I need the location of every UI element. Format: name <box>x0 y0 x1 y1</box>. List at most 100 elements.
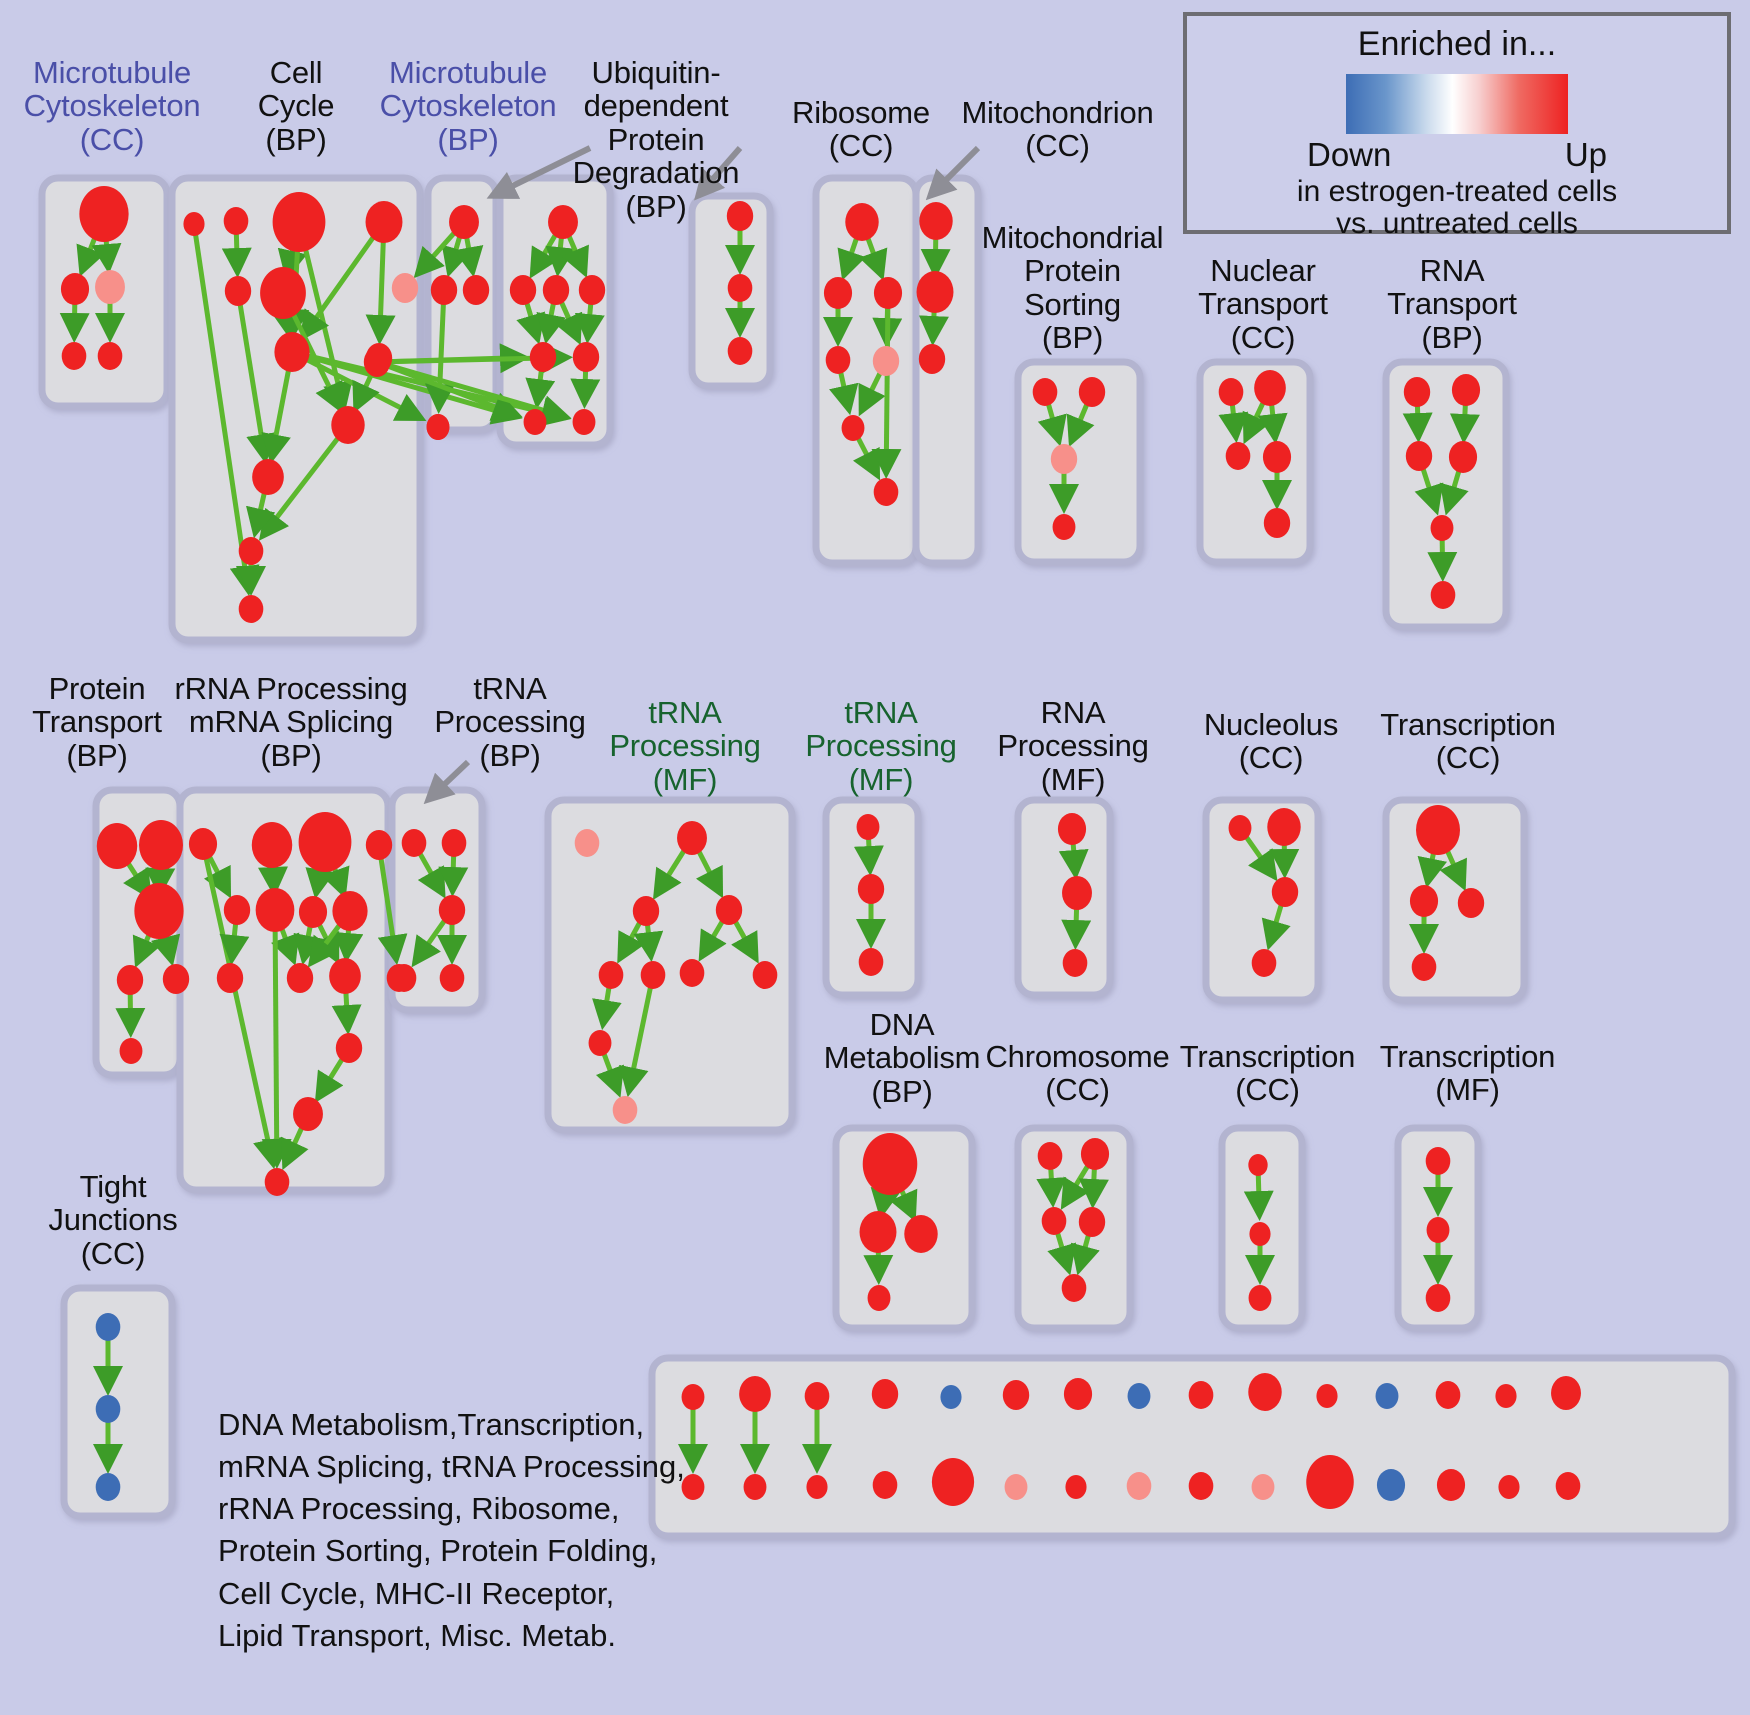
go-term-node[interactable] <box>1004 1474 1028 1500</box>
go-term-node[interactable] <box>426 414 450 440</box>
go-term-node[interactable] <box>1062 876 1092 910</box>
go-term-node[interactable] <box>1457 888 1485 918</box>
go-term-node[interactable] <box>752 961 778 989</box>
go-term-node[interactable] <box>272 192 326 252</box>
go-term-node[interactable] <box>264 1168 290 1196</box>
go-term-node[interactable] <box>804 1382 830 1410</box>
go-term-node[interactable] <box>872 1471 898 1499</box>
go-term-node[interactable] <box>1555 1472 1581 1500</box>
go-term-node[interactable] <box>572 342 600 372</box>
go-term-node[interactable] <box>391 273 419 303</box>
go-term-node[interactable] <box>97 342 123 370</box>
go-term-node[interactable] <box>823 277 853 309</box>
go-term-node[interactable] <box>1426 1217 1450 1243</box>
go-term-node[interactable] <box>872 346 900 376</box>
go-term-node[interactable] <box>449 205 479 239</box>
go-term-node[interactable] <box>223 207 249 235</box>
go-term-node[interactable] <box>681 1384 705 1410</box>
go-term-node[interactable] <box>1411 953 1437 981</box>
go-term-node[interactable] <box>588 1030 612 1056</box>
go-term-node[interactable] <box>1267 808 1301 846</box>
go-term-node[interactable] <box>1061 1274 1087 1302</box>
go-term-node[interactable] <box>1037 1142 1063 1170</box>
go-term-node[interactable] <box>1002 1380 1030 1410</box>
go-term-node[interactable] <box>1403 377 1431 407</box>
go-term-node[interactable] <box>841 415 865 441</box>
go-term-node[interactable] <box>867 1285 891 1311</box>
go-term-node[interactable] <box>1435 1381 1461 1409</box>
go-term-node[interactable] <box>726 201 754 231</box>
go-term-node[interactable] <box>1451 374 1481 406</box>
go-term-node[interactable] <box>1551 1376 1581 1410</box>
go-term-node[interactable] <box>871 1379 899 1409</box>
go-term-node[interactable] <box>632 896 660 926</box>
go-term-node[interactable] <box>1188 1381 1214 1409</box>
go-term-node[interactable] <box>1405 441 1433 471</box>
go-term-node[interactable] <box>332 891 368 931</box>
go-term-node[interactable] <box>1316 1384 1338 1408</box>
go-term-node[interactable] <box>335 1033 363 1063</box>
go-term-node[interactable] <box>523 409 547 435</box>
go-term-node[interactable] <box>1375 1383 1399 1409</box>
go-term-node[interactable] <box>509 275 537 305</box>
go-term-node[interactable] <box>61 342 87 370</box>
go-term-node[interactable] <box>251 822 293 868</box>
go-term-node[interactable] <box>95 1313 121 1341</box>
go-term-node[interactable] <box>681 1474 705 1500</box>
go-term-node[interactable] <box>298 812 352 872</box>
go-term-node[interactable] <box>1248 1373 1282 1411</box>
go-term-node[interactable] <box>1041 1207 1067 1235</box>
go-term-node[interactable] <box>612 1096 638 1124</box>
go-term-node[interactable] <box>95 1473 121 1501</box>
go-term-node[interactable] <box>238 595 264 623</box>
go-term-node[interactable] <box>1263 508 1291 538</box>
go-term-node[interactable] <box>1436 1469 1466 1501</box>
go-term-node[interactable] <box>286 963 314 993</box>
go-term-node[interactable] <box>856 814 880 840</box>
go-term-node[interactable] <box>1430 515 1454 541</box>
go-term-node[interactable] <box>298 896 328 928</box>
go-term-node[interactable] <box>260 267 306 319</box>
go-term-node[interactable] <box>940 1385 962 1409</box>
go-term-node[interactable] <box>391 964 417 992</box>
go-term-node[interactable] <box>858 948 884 976</box>
go-term-node[interactable] <box>1254 370 1286 406</box>
go-term-node[interactable] <box>401 829 427 857</box>
go-term-node[interactable] <box>1052 514 1076 540</box>
go-term-node[interactable] <box>430 275 458 305</box>
go-term-node[interactable] <box>1057 813 1087 845</box>
go-term-node[interactable] <box>1262 441 1292 473</box>
go-term-node[interactable] <box>1065 1475 1087 1499</box>
go-term-node[interactable] <box>252 459 284 495</box>
go-term-node[interactable] <box>743 1474 767 1500</box>
go-term-node[interactable] <box>329 958 361 994</box>
go-term-node[interactable] <box>727 337 753 365</box>
go-term-node[interactable] <box>715 895 743 925</box>
go-term-node[interactable] <box>1271 877 1299 907</box>
go-term-node[interactable] <box>134 883 184 939</box>
go-term-node[interactable] <box>438 895 466 925</box>
go-term-node[interactable] <box>1495 1384 1517 1408</box>
go-term-node[interactable] <box>1425 1147 1451 1175</box>
go-term-node[interactable] <box>1430 581 1456 609</box>
go-term-node[interactable] <box>1228 815 1252 841</box>
go-term-node[interactable] <box>574 829 600 857</box>
go-term-node[interactable] <box>223 895 251 925</box>
go-term-node[interactable] <box>1218 378 1244 406</box>
go-term-node[interactable] <box>1188 1472 1214 1500</box>
go-term-node[interactable] <box>255 888 295 932</box>
go-term-node[interactable] <box>679 959 705 987</box>
go-term-node[interactable] <box>727 274 753 302</box>
go-term-node[interactable] <box>825 346 851 374</box>
go-term-node[interactable] <box>862 1133 918 1195</box>
go-term-node[interactable] <box>1249 1222 1271 1246</box>
go-term-node[interactable] <box>1448 441 1478 473</box>
go-term-node[interactable] <box>95 270 125 304</box>
go-term-node[interactable] <box>598 961 624 989</box>
go-term-node[interactable] <box>919 202 953 240</box>
go-term-node[interactable] <box>1050 444 1078 474</box>
go-term-node[interactable] <box>845 203 879 241</box>
go-term-node[interactable] <box>548 205 578 239</box>
go-term-node[interactable] <box>916 271 954 313</box>
go-term-node[interactable] <box>119 1038 143 1064</box>
